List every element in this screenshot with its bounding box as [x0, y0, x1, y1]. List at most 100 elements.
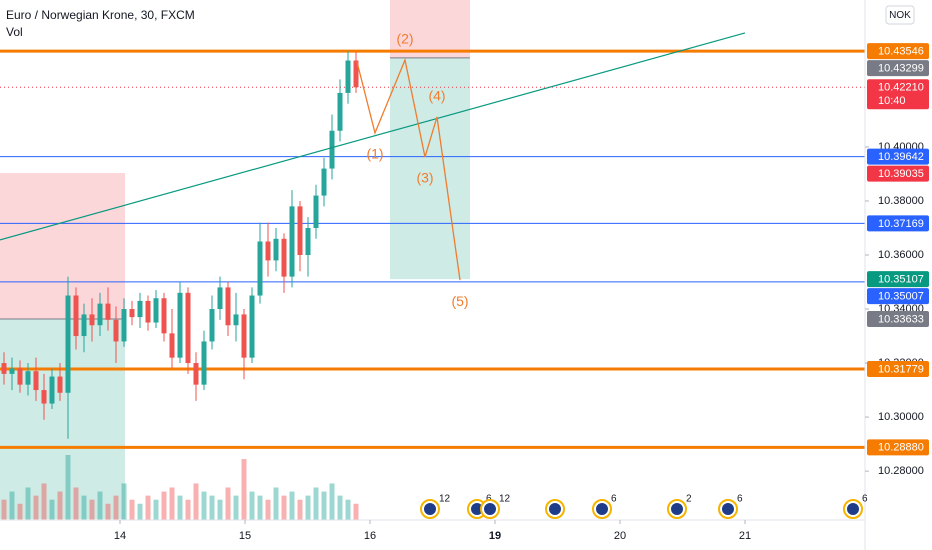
volume-bar [57, 491, 63, 520]
event-flag [847, 503, 859, 515]
volume-bar [73, 487, 79, 520]
x-tick-label: 14 [114, 530, 126, 542]
candle-body [65, 295, 71, 393]
volume-bar [81, 495, 87, 520]
currency-button[interactable] [885, 5, 915, 25]
candle-body [345, 60, 351, 93]
volume-bar [177, 495, 183, 520]
target-zone [390, 57, 470, 280]
volume-bar [25, 487, 31, 520]
currency-label[interactable]: NOK [889, 10, 911, 21]
volume-label: Vol [6, 25, 23, 39]
candle-body [201, 341, 207, 385]
event-count: 2 [686, 494, 692, 505]
candle-body [209, 309, 215, 342]
candle-body [161, 298, 167, 334]
volume-bar [1, 499, 7, 520]
x-tick-label: 15 [239, 530, 251, 542]
volume-bar [257, 495, 263, 520]
volume-bar [137, 503, 143, 520]
volume-bar [321, 491, 327, 520]
candle-body [273, 238, 279, 261]
price-label-bg [867, 43, 929, 60]
event-flag [424, 503, 436, 515]
wave-label: (3) [416, 170, 433, 186]
candle-body [281, 238, 287, 277]
candle-body [145, 300, 151, 323]
candle-body [41, 390, 47, 404]
candle-body [329, 130, 335, 169]
price-label-bg [867, 79, 929, 110]
volume-bar [313, 487, 319, 520]
volume-bar [145, 495, 151, 520]
candle-body [25, 371, 31, 385]
price-label-bg [867, 148, 929, 165]
volume-bar [89, 499, 95, 520]
volume-bar [305, 495, 311, 520]
price-label-bg [867, 215, 929, 232]
candle-body [137, 300, 143, 318]
target-zone [0, 318, 125, 520]
candle-body [265, 241, 271, 261]
volume-bar [169, 487, 175, 520]
price-label: 10.33633 [878, 313, 924, 325]
event-flag [484, 503, 496, 515]
wave-label: (5) [451, 293, 468, 309]
candle-body [193, 363, 199, 385]
price-label-bg [867, 439, 929, 456]
price-label: 10.37169 [878, 218, 924, 230]
wave-path [356, 57, 461, 281]
price-label-bg [867, 361, 929, 378]
candle-body [129, 309, 135, 318]
volume-bar [353, 503, 359, 520]
event-flag [722, 503, 734, 515]
volume-bar [9, 491, 15, 520]
candle-body [241, 314, 247, 358]
volume-bar [49, 499, 55, 520]
volume-bar [265, 499, 271, 520]
volume-bar [129, 499, 135, 520]
price-label: 10.43546 [878, 46, 924, 58]
y-tick-label: 10.36000 [878, 249, 924, 261]
candle-body [249, 295, 255, 358]
price-label: 10.35007 [878, 291, 924, 303]
volume-bar [225, 487, 231, 520]
candle-body [225, 287, 231, 326]
candle-body [9, 368, 15, 374]
volume-bar [337, 495, 343, 520]
event-flag [596, 503, 608, 515]
event-count: 12 [439, 494, 451, 505]
volume-bar [185, 499, 191, 520]
x-tick-label: 19 [489, 530, 501, 542]
volume-bar [289, 491, 295, 520]
volume-bar [153, 499, 159, 520]
volume-bar [17, 503, 23, 520]
candle-body [113, 319, 119, 342]
volume-bar [121, 483, 127, 520]
x-tick-label: 21 [739, 530, 751, 542]
stop-zone [0, 173, 125, 319]
candle-body [233, 314, 239, 326]
volume-bar [233, 495, 239, 520]
candle-body [321, 168, 327, 196]
price-label-bg [867, 310, 929, 327]
candle-body [121, 309, 127, 342]
trendline [0, 32, 746, 241]
candle-body [177, 292, 183, 358]
volume-bar [105, 503, 111, 520]
candle-body [17, 368, 23, 385]
price-label: 10.35107 [878, 274, 924, 286]
volume-bar [33, 495, 39, 520]
candle-body [33, 371, 39, 391]
wave-label: (2) [396, 31, 413, 47]
countdown-label: 10:40 [878, 95, 906, 107]
event-count: 6 [611, 494, 617, 505]
volume-bar [345, 499, 351, 520]
volume-bar [97, 491, 103, 520]
candle-body [97, 303, 103, 326]
chart-title: Euro / Norwegian Krone, 30, FXCM [6, 8, 195, 22]
price-label: 10.43299 [878, 63, 924, 75]
price-label-bg [867, 60, 929, 77]
